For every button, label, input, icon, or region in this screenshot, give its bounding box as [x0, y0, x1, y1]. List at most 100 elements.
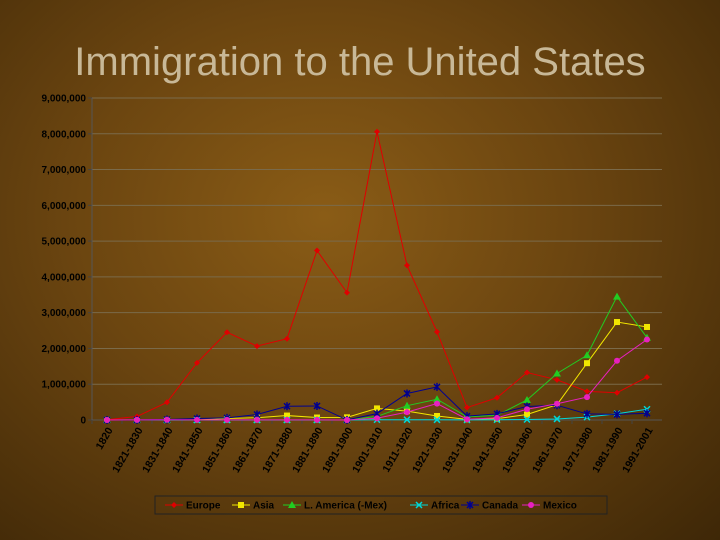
data-point	[584, 360, 590, 367]
legend-marker	[238, 502, 244, 508]
y-tick-label: 3,000,000	[42, 308, 87, 319]
y-tick-label: 8,000,000	[42, 129, 87, 140]
data-point	[374, 128, 380, 135]
data-point	[254, 343, 260, 350]
data-point	[433, 416, 441, 424]
data-point	[434, 412, 440, 419]
data-point	[464, 416, 470, 423]
data-point	[644, 323, 650, 330]
legend-item: Mexico	[522, 501, 577, 512]
legend-label: Europe	[186, 501, 221, 512]
data-point	[524, 406, 530, 413]
data-point	[374, 415, 380, 422]
series-mexico	[104, 336, 650, 423]
data-point	[374, 405, 380, 412]
series-l-america-mex	[103, 292, 651, 423]
data-point	[613, 292, 621, 300]
legend-label: Asia	[253, 501, 275, 512]
legend-marker	[171, 502, 177, 508]
legend-item: Asia	[232, 501, 275, 512]
data-point	[164, 399, 170, 406]
data-point	[643, 409, 651, 418]
x-tick-label: 1991-2001	[620, 425, 656, 475]
data-point	[494, 414, 500, 421]
data-point	[344, 416, 350, 423]
x-tick-label: 1820	[94, 425, 116, 451]
y-tick-label: 6,000,000	[42, 201, 87, 212]
series-group	[103, 128, 651, 424]
series-line	[107, 321, 648, 421]
data-point	[433, 382, 441, 391]
legend: Europe Asia L. America (-Mex) Africa Canada M…	[154, 495, 608, 515]
legend-label: L. America (-Mex)	[304, 501, 387, 512]
legend-item: L. America (-Mex)	[283, 501, 387, 512]
data-point	[404, 262, 410, 269]
data-point	[403, 416, 411, 424]
grid-lines	[92, 97, 662, 385]
chart-title: Immigration to the United States	[74, 40, 646, 84]
data-point	[583, 409, 591, 418]
data-point	[434, 328, 440, 335]
data-point	[583, 351, 591, 359]
data-point	[464, 404, 470, 411]
legend-marker	[415, 501, 423, 509]
y-tick-label: 1,000,000	[42, 380, 87, 391]
data-point	[644, 374, 650, 381]
data-point	[194, 416, 200, 423]
series-europe	[104, 128, 650, 423]
data-point	[524, 411, 530, 418]
data-point	[584, 394, 590, 401]
y-tick-label: 4,000,000	[42, 272, 87, 283]
series-asia	[104, 319, 650, 423]
data-point	[403, 401, 411, 409]
series-line	[106, 131, 648, 421]
data-point	[554, 376, 560, 383]
data-point	[584, 388, 590, 395]
legend-label: Africa	[431, 501, 460, 512]
axes	[88, 97, 662, 424]
data-point	[194, 359, 200, 366]
y-tick-label: 5,000,000	[42, 237, 87, 248]
data-point	[403, 389, 411, 398]
data-point	[164, 416, 170, 423]
legend-marker	[528, 502, 534, 508]
data-point	[134, 416, 140, 423]
y-tick-label: 0	[80, 416, 86, 427]
x-tick-labels: 18201821-18301831-18401841-18501851-1860…	[94, 425, 656, 475]
data-point	[523, 415, 531, 424]
y-tick-labels: 0 1,000,000 2,000,000 3,000,000 4,000,000 5,0…	[42, 94, 87, 427]
legend-box	[154, 495, 608, 515]
legend-item: Europe	[165, 501, 221, 512]
data-point	[314, 247, 320, 254]
data-point	[523, 395, 531, 403]
y-tick-label: 9,000,000	[42, 94, 87, 105]
legend-label: Mexico	[543, 501, 577, 512]
data-point	[614, 357, 620, 364]
data-point	[314, 416, 320, 423]
data-point	[613, 410, 621, 419]
data-point	[284, 335, 290, 342]
y-tick-label: 2,000,000	[42, 344, 87, 355]
legend-label: Canada	[482, 501, 519, 512]
data-point	[104, 417, 110, 423]
legend-item: Canada	[461, 501, 519, 512]
data-point	[524, 369, 530, 376]
data-point	[644, 336, 650, 343]
legend-marker	[288, 501, 296, 508]
data-point	[404, 409, 410, 416]
data-point	[283, 402, 291, 411]
data-point	[494, 394, 500, 401]
legend-marker	[466, 501, 474, 509]
data-point	[614, 319, 620, 326]
data-point	[553, 369, 561, 377]
data-point	[224, 416, 230, 423]
data-point	[313, 401, 321, 410]
data-point	[433, 395, 441, 403]
data-point	[553, 415, 561, 423]
data-point	[344, 289, 350, 296]
y-tick-label: 7,000,000	[42, 165, 87, 176]
data-point	[614, 389, 620, 396]
data-point	[284, 416, 290, 423]
data-point	[224, 329, 230, 336]
